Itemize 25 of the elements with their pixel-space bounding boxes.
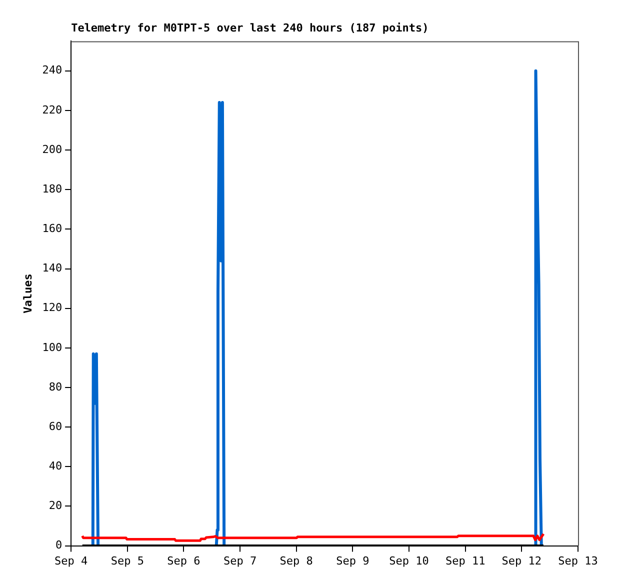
y-tick-label: 0: [55, 538, 62, 552]
y-tick-label: 140: [42, 262, 62, 275]
y-tick-label: 40: [48, 460, 62, 473]
y-axis-title: Values: [21, 274, 34, 314]
x-tick-label: Sep 5: [110, 554, 144, 568]
y-tick-label: 160: [42, 222, 62, 236]
y-tick-label: 240: [42, 64, 62, 77]
x-tick-label: Sep 4: [54, 554, 88, 568]
chart-title: Telemetry for M0TPT-5 over last 240 hours (187 points): [71, 21, 429, 34]
x-tick-label: Sep 7: [223, 554, 257, 568]
y-tick-label: 100: [42, 340, 62, 354]
y-tick-label: 120: [42, 301, 62, 314]
x-tick-label: Sep 8: [280, 554, 313, 568]
y-tick-label: 20: [48, 499, 62, 512]
y-tick-label: 220: [42, 103, 62, 116]
y-tick-label: 80: [48, 380, 62, 394]
x-tick-label: Sep 9: [336, 554, 370, 568]
x-tick-label: Sep 10: [389, 554, 429, 568]
x-tick-label: Sep 6: [167, 554, 200, 568]
y-tick-label: 180: [42, 182, 62, 196]
y-tick-label: 200: [42, 142, 62, 156]
x-tick-label: Sep 11: [445, 554, 486, 568]
x-tick-label: Sep 12: [502, 554, 542, 568]
y-tick-label: 60: [48, 420, 62, 433]
x-tick-label: Sep 13: [558, 554, 598, 568]
